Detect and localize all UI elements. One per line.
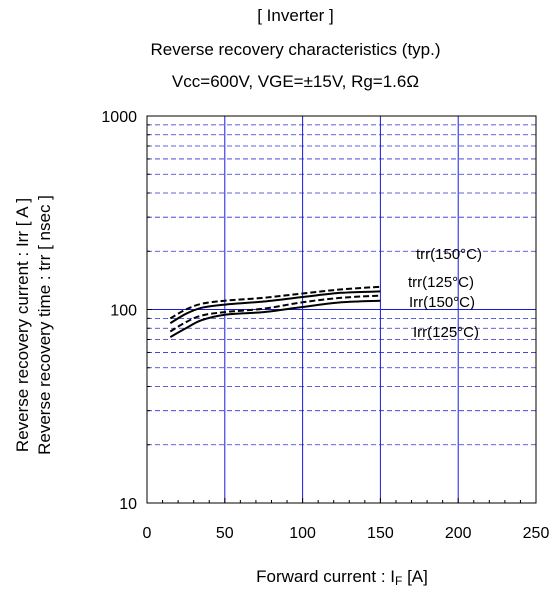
chart-title-line-2: Reverse recovery characteristics (typ.) [150,40,441,59]
x-tick-label: 0 [143,525,152,542]
x-axis-label-main: Forward current : I [256,567,395,586]
series-lines [169,285,381,338]
x-tick-label: 150 [367,525,394,542]
x-tick-label: 250 [523,525,550,542]
series-line-irr-150-c- [169,294,381,333]
series-label: trr(150°C) [416,246,482,263]
x-tick-label: 50 [216,525,234,542]
series-label: Irr(125°C) [413,324,479,341]
x-axis-label-unit: [A] [402,567,428,586]
series-label: Irr(150°C) [409,294,475,311]
x-tick-label: 100 [289,525,316,542]
x-axis-label-sub: F [395,574,403,588]
chart-title-line-1: [ Inverter ] [257,6,334,25]
legend-labels: trr(150°C) trr(125°C) Irr(150°C) Irr(125°C) [408,246,482,341]
y-tick-label: 1000 [101,109,137,126]
y-axis-label-line-2: Reverse recovery time : trr [ nsec ] [35,195,54,455]
chart-title-line-3: Vcc=600V, VGE=±15V, Rg=1.6Ω [171,72,420,91]
series-line-trr-150-c- [169,285,381,320]
y-tick-label: 100 [110,303,137,320]
x-tick-label: 200 [445,525,472,542]
grid [147,116,536,503]
axis-ticks: 0 50 100 150 200 250 10 100 1000 [101,109,549,542]
y-axis-label: Reverse recovery current : Irr [ A ] Rev… [13,195,54,455]
y-axis-label-line-1: Reverse recovery current : Irr [ A ] [13,198,32,452]
series-line-irr-125-c- [169,299,381,338]
y-tick-label: 10 [119,496,137,513]
series-label: trr(125°C) [408,274,474,291]
series-line-trr-125-c- [169,290,381,325]
x-axis-label: Forward current : IF [A] [147,567,537,588]
